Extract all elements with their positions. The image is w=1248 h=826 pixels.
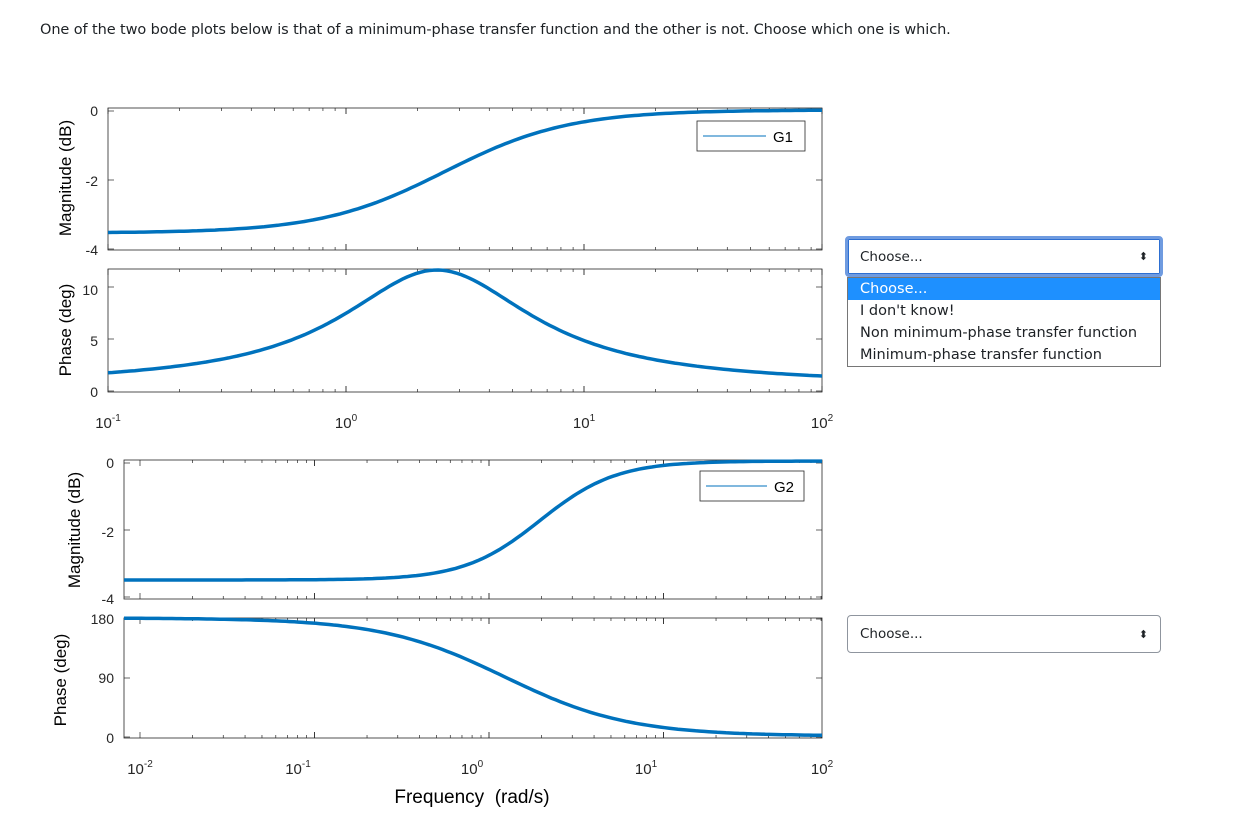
g1-mag-tick-1: -2 xyxy=(86,173,99,189)
answer-select-g2[interactable]: Choose... ⬍ xyxy=(847,615,1161,653)
g2-x-tick-2: 100 xyxy=(461,759,484,778)
g2-phase-axes: 180 90 0 xyxy=(91,611,823,746)
g1-x-tick-labels: 10-1 100 101 102 xyxy=(95,413,833,432)
g1-legend: G1 xyxy=(696,120,806,152)
g1-x-tick-0: 10-1 xyxy=(95,413,121,432)
g1-x-tick-2: 101 xyxy=(573,413,596,432)
g2-x-tick-1: 10-1 xyxy=(285,759,311,778)
g1-phase-axes: 10 5 0 xyxy=(82,268,823,400)
g2-legend-label: G2 xyxy=(774,479,794,496)
option-minimum-phase[interactable]: Minimum-phase transfer function xyxy=(860,347,1102,363)
g2-phase-curve xyxy=(124,616,823,738)
g1-phase-tick-1: 5 xyxy=(90,333,98,349)
g2-xlabel: Frequency (rad/s) xyxy=(394,787,549,808)
answer-select-g1-dropdown: Choose... I don't know! Non minimum-phas… xyxy=(847,277,1161,367)
g1-phase-tick-0: 10 xyxy=(82,282,98,298)
option-dont-know[interactable]: I don't know! xyxy=(860,303,955,319)
select-arrows-icon: ⬍ xyxy=(1138,627,1148,641)
g1-x-tick-1: 100 xyxy=(335,413,358,432)
g2-magnitude-axes: 0 -2 -4 G2 xyxy=(102,455,823,607)
g1-phase-ylabel: Phase (deg) xyxy=(56,284,75,377)
g2-phase-tick-0: 180 xyxy=(91,611,115,627)
g1-legend-label: G1 xyxy=(773,129,793,146)
g2-phase-tick-2: 0 xyxy=(106,730,114,746)
g2-phase-tick-1: 90 xyxy=(98,670,114,686)
g2-x-tick-0: 10-2 xyxy=(127,759,153,778)
answer-select-g1[interactable]: Choose... ⬍ xyxy=(845,236,1163,277)
g2-mag-tick-0: 0 xyxy=(106,455,114,471)
g1-mag-tick-2: -4 xyxy=(86,242,99,258)
g1-mag-ylabel: Magnitude (dB) xyxy=(56,120,75,236)
g2-x-tick-labels: 10-2 10-1 100 101 102 xyxy=(127,759,833,778)
g2-phase-ylabel: Phase (deg) xyxy=(51,634,70,727)
g2-mag-ylabel: Magnitude (dB) xyxy=(65,472,84,588)
g2-legend: G2 xyxy=(699,470,805,502)
g1-phase-tick-2: 0 xyxy=(90,384,98,400)
option-non-minimum-phase[interactable]: Non minimum-phase transfer function xyxy=(860,325,1138,341)
answer-select-g2-value: Choose... xyxy=(860,626,923,642)
g1-x-tick-3: 102 xyxy=(811,413,834,432)
g2-mag-tick-1: -2 xyxy=(102,524,115,540)
g1-mag-tick-0: 0 xyxy=(90,103,98,119)
g2-mag-tick-2: -4 xyxy=(102,591,115,607)
select-arrows-icon: ⬍ xyxy=(1138,250,1148,263)
question-text: One of the two bode plots below is that … xyxy=(40,22,951,38)
g1-phase-curve xyxy=(107,268,823,378)
g1-magnitude-axes: 0 -2 -4 G1 xyxy=(86,103,823,258)
g2-magnitude-curve xyxy=(124,459,822,582)
answer-select-g1-value: Choose... xyxy=(860,248,923,265)
g2-x-tick-3: 101 xyxy=(635,759,658,778)
g2-x-tick-4: 102 xyxy=(811,759,834,778)
g1-magnitude-curve xyxy=(107,108,822,235)
option-choose[interactable]: Choose... xyxy=(848,278,1160,300)
